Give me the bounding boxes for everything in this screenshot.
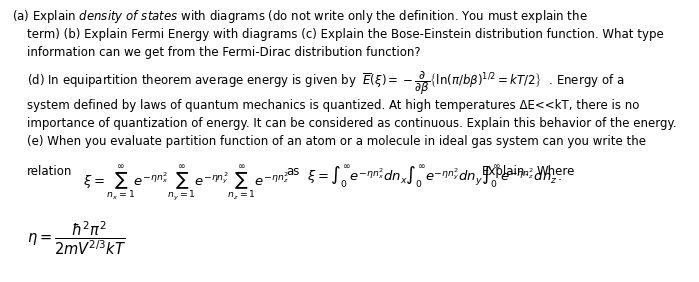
Text: (d) In equipartition theorem average energy is given by  $\overline{E}(\xi)=-\df: (d) In equipartition theorem average ene… [27,70,624,98]
Text: Explain.: Explain. [482,165,529,178]
Text: as: as [286,165,299,178]
Text: (e) When you evaluate partition function of an atom or a molecule in ideal gas s: (e) When you evaluate partition function… [27,135,646,148]
Text: $\xi=\int_{0}^{\infty}e^{-\eta n_x^2}dn_x\int_{0}^{\infty}e^{-\eta n_y^2}dn_y\in: $\xi=\int_{0}^{\infty}e^{-\eta n_x^2}dn_… [308,163,563,191]
Text: system defined by laws of quantum mechanics is quantized. At high temperatures Δ: system defined by laws of quantum mechan… [27,99,639,112]
Text: importance of quantization of energy. It can be considered as continuous. Explai: importance of quantization of energy. It… [27,117,677,130]
Text: (a) Explain $\bf{\it{density\ of\ states}}$ with diagrams (do not write only the: (a) Explain $\bf{\it{density\ of\ states… [12,8,588,25]
Text: $\eta=\dfrac{\hbar^2\pi^2}{2mV^{2/3}kT}$: $\eta=\dfrac{\hbar^2\pi^2}{2mV^{2/3}kT}$ [27,219,126,257]
Text: term) (b) Explain Fermi Energy with diagrams (c) Explain the Bose-Einstein distr: term) (b) Explain Fermi Energy with diag… [27,28,663,41]
Text: $\xi=\sum_{n_x=1}^{\infty}e^{-\eta n_x^2}\sum_{n_y=1}^{\infty}e^{-\eta n_y^2}\su: $\xi=\sum_{n_x=1}^{\infty}e^{-\eta n_x^2… [83,163,289,203]
Text: information can we get from the Fermi-Dirac distribution function?: information can we get from the Fermi-Di… [27,46,420,59]
Text: relation: relation [27,165,72,178]
Text: Where: Where [537,165,575,178]
